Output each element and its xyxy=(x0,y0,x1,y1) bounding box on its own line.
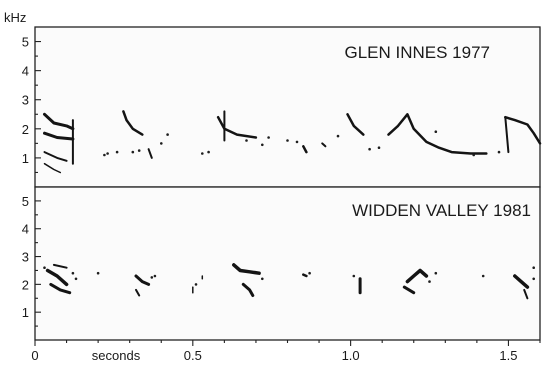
y-tick-label: 4 xyxy=(22,222,29,237)
spectral-trace xyxy=(45,268,69,287)
spectral-trace xyxy=(43,162,62,174)
y-tick-label: 4 xyxy=(22,64,29,79)
spectral-trace xyxy=(504,116,510,154)
energy-speck xyxy=(71,271,75,275)
spectral-trace xyxy=(43,151,68,162)
energy-speck xyxy=(286,139,289,142)
spectral-trace xyxy=(241,282,255,297)
spectral-trace xyxy=(513,274,530,289)
spectral-trace xyxy=(122,110,144,136)
panel-top: GLEN INNES 1977 1 2 3 4 5 xyxy=(22,26,542,188)
energy-speck xyxy=(115,150,119,154)
spectral-trace xyxy=(52,263,68,269)
y-tick-label: 3 xyxy=(22,93,29,108)
energy-speck xyxy=(194,283,198,286)
spectral-trace xyxy=(49,282,72,295)
x-tick-label: 1.0 xyxy=(342,348,360,363)
energy-speck xyxy=(481,274,485,278)
y-tick-label: 5 xyxy=(22,194,29,209)
energy-speck xyxy=(74,277,78,281)
spectral-trace xyxy=(302,145,308,154)
energy-speck xyxy=(160,142,163,145)
energy-speck xyxy=(207,150,210,154)
panel-frame xyxy=(34,186,541,341)
energy-speck xyxy=(532,266,535,270)
energy-speck xyxy=(434,130,438,133)
y-axis-unit-label: kHz xyxy=(4,10,26,25)
x-axis: 0 0.5 1.0 1.5 xyxy=(31,340,541,363)
energy-speck xyxy=(377,146,381,149)
energy-speck xyxy=(497,150,501,154)
energy-speck xyxy=(336,134,340,138)
x-axis-unit-label: seconds xyxy=(92,348,141,363)
y-tick-label: 1 xyxy=(22,305,29,320)
energy-speck xyxy=(295,140,299,144)
panel-title: WIDDEN VALLEY 1981 xyxy=(352,201,531,220)
x-tick-label: 1.5 xyxy=(499,348,517,363)
panel-title: GLEN INNES 1977 xyxy=(344,43,490,62)
energy-speck xyxy=(267,136,270,139)
energy-speck xyxy=(368,147,371,151)
energy-speck xyxy=(428,280,431,283)
spectral-trace xyxy=(402,285,416,295)
energy-speck xyxy=(137,149,141,152)
spectral-trace xyxy=(504,115,542,145)
x-tick-label: 0 xyxy=(31,348,38,363)
spectral-trace xyxy=(43,131,75,141)
energy-speck xyxy=(308,271,311,275)
spectral-trace xyxy=(523,288,529,300)
y-ticks: 1 2 3 4 5 xyxy=(22,194,41,327)
panel-frame xyxy=(34,26,541,188)
y-tick-label: 1 xyxy=(22,151,29,166)
spectrogram-marks xyxy=(43,263,535,300)
energy-speck xyxy=(96,271,100,275)
energy-speck xyxy=(106,152,109,155)
spectral-trace xyxy=(134,274,151,286)
energy-speck xyxy=(103,153,106,157)
energy-speck xyxy=(352,274,356,278)
spectral-trace xyxy=(387,113,488,155)
spectral-trace xyxy=(147,148,153,159)
y-tick-label: 3 xyxy=(22,250,29,265)
energy-speck xyxy=(153,274,157,278)
spectrogram-marks xyxy=(43,110,542,174)
spectral-trace xyxy=(302,273,308,278)
energy-speck xyxy=(434,271,438,275)
energy-speck xyxy=(261,143,264,147)
energy-speck xyxy=(261,277,264,281)
y-tick-label: 2 xyxy=(22,277,29,292)
energy-speck xyxy=(201,152,204,155)
spectral-trace xyxy=(43,112,75,131)
energy-speck xyxy=(472,153,476,157)
energy-speck xyxy=(245,139,248,142)
spectral-trace xyxy=(216,115,258,139)
energy-speck xyxy=(150,276,154,279)
spectral-trace xyxy=(232,263,261,275)
panel-bottom: WIDDEN VALLEY 1981 1 2 3 4 5 xyxy=(22,186,541,341)
spectral-trace xyxy=(405,268,429,284)
energy-speck xyxy=(43,266,46,270)
energy-speck xyxy=(131,150,135,154)
energy-speck xyxy=(166,133,169,136)
spectral-trace xyxy=(321,142,327,148)
spectral-trace xyxy=(346,113,365,136)
y-ticks: 1 2 3 4 5 xyxy=(22,35,41,174)
x-tick-label: 0.5 xyxy=(184,348,202,363)
y-tick-label: 5 xyxy=(22,35,29,50)
spectral-trace xyxy=(135,288,141,297)
energy-speck xyxy=(532,277,535,281)
y-tick-label: 2 xyxy=(22,122,29,137)
